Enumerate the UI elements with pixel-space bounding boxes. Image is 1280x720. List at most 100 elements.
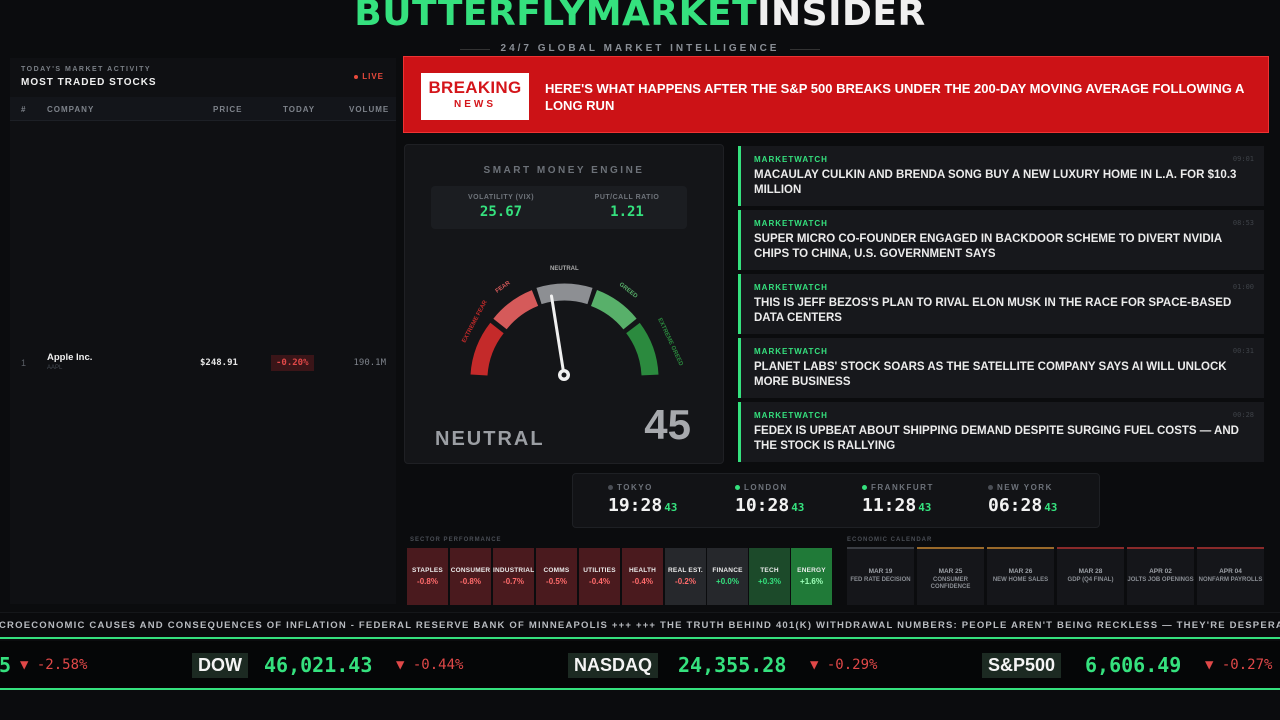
econ-event[interactable]: MAR 25 CONSUMER CONFIDENCE — [917, 547, 984, 605]
econ-name: CONSUMER CONFIDENCE — [930, 577, 971, 590]
sector-name: HEALTH — [628, 567, 657, 574]
status-dot-icon — [988, 485, 993, 491]
sector-name: STAPLES — [412, 567, 443, 574]
table-row[interactable]: 1 Apple Inc. AAPL $248.91 -0.20% 190.1M — [10, 350, 396, 376]
sector-tile[interactable]: UTILITIES -0.4% — [579, 548, 620, 605]
sector-value: -0.8% — [417, 577, 438, 586]
sector-tile[interactable]: REAL EST. -0.2% — [665, 548, 706, 605]
econ-event[interactable]: MAR 26 NEW HOME SALES — [987, 547, 1054, 605]
pcr-label: PUT/CALL RATIO — [594, 194, 660, 201]
sector-tile[interactable]: FINANCE +0.0% — [707, 548, 748, 605]
sector-value: +1.6% — [800, 577, 823, 586]
sector-value: -0.4% — [589, 577, 610, 586]
sector-tile[interactable]: ENERGY +1.6% — [791, 548, 832, 605]
econ-event[interactable]: APR 04 NONFARM PAYROLLS — [1197, 547, 1264, 605]
index-change: ▼ -2.58% — [20, 657, 88, 673]
panel-title: MOST TRADED STOCKS — [21, 77, 157, 88]
news-headline[interactable]: SUPER MICRO CO-FOUNDER ENGAGED IN BACKDO… — [754, 233, 1222, 260]
sector-tile[interactable]: STAPLES -0.8% — [407, 548, 448, 605]
clock-seconds: 43 — [791, 501, 805, 514]
news-source: MARKETWATCH — [754, 283, 828, 292]
econ-name: NONFARM PAYROLLS — [1198, 577, 1263, 583]
sentiment-score: 45 — [644, 401, 691, 448]
sector-tile[interactable]: COMMS -0.5% — [536, 548, 577, 605]
vix-metric: VOLATILITY (VIX) 25.67 — [441, 194, 561, 220]
econ-calendar-title: ECONOMIC CALENDAR — [847, 537, 933, 543]
news-time: 00:31 — [1232, 347, 1254, 355]
label-neutral: NEUTRAL — [550, 266, 579, 272]
gauge-segment-extreme-greed — [626, 322, 659, 376]
news-crawl: CROECONOMIC CAUSES AND CONSEQUENCES OF I… — [0, 612, 1280, 639]
pcr-value: 1.21 — [610, 204, 644, 220]
breaking-logo-line1: BREAKING — [428, 78, 522, 97]
news-headline[interactable]: MACAULAY CULKIN AND BRENDA SONG BUY A NE… — [754, 169, 1237, 196]
econ-date: APR 02 — [1149, 568, 1172, 575]
news-headline[interactable]: FEDEX IS UPBEAT ABOUT SHIPPING DEMAND DE… — [754, 425, 1239, 452]
needle-hub-center — [561, 372, 567, 378]
live-dot-icon — [354, 74, 359, 79]
sector-name: FINANCE — [712, 567, 743, 574]
econ-event[interactable]: MAR 19 FED RATE DECISION — [847, 547, 914, 605]
news-source: MARKETWATCH — [754, 219, 828, 228]
sector-value: -0.8% — [460, 577, 481, 586]
col-company[interactable]: COMPANY — [47, 105, 95, 114]
crawl-text: CROECONOMIC CAUSES AND CONSEQUENCES OF I… — [0, 620, 1280, 631]
news-headline[interactable]: PLANET LABS' STOCK SOARS AS THE SATELLIT… — [754, 361, 1227, 388]
econ-date: MAR 19 — [868, 568, 893, 575]
news-time: 01:00 — [1232, 283, 1254, 291]
clock-new-york: NEW YORK 06:28 43 — [988, 483, 1098, 516]
clock-tokyo: TOKYO 19:28 43 — [608, 483, 718, 516]
table-header: # COMPANY PRICE TODAY VOLUME — [10, 97, 396, 121]
brand-green: BUTTERFLYMARKET — [354, 0, 758, 34]
breaking-news-banner[interactable]: BREAKING NEWS HERE'S WHAT HAPPENS AFTER … — [403, 56, 1269, 133]
clock-seconds: 43 — [918, 501, 932, 514]
index-name: S&P500 — [982, 653, 1062, 678]
news-headline[interactable]: THIS IS JEFF BEZOS'S PLAN TO RIVAL ELON … — [754, 297, 1232, 324]
sector-name: ENERGY — [797, 567, 826, 574]
col-price[interactable]: PRICE — [213, 105, 243, 114]
news-item[interactable]: MARKETWATCH 08:53 SUPER MICRO CO-FOUNDER… — [738, 210, 1264, 270]
index-change: ▼ -0.27% — [1205, 657, 1273, 673]
sector-name: INDUSTRIAL — [493, 567, 535, 574]
label-extreme-greed: EXTREME GREED — [656, 317, 684, 367]
tagline: 24/7 GLOBAL MARKET INTELLIGENCE — [460, 43, 820, 54]
sentiment-state: NEUTRAL — [435, 428, 545, 450]
index-change: ▼ -0.44% — [396, 657, 464, 673]
news-item[interactable]: MARKETWATCH 00:31 PLANET LABS' STOCK SOA… — [738, 338, 1264, 398]
econ-event[interactable]: MAR 28 GDP (Q4 FINAL) — [1057, 547, 1124, 605]
sector-tile[interactable]: INDUSTRIAL -0.7% — [493, 548, 534, 605]
econ-date: MAR 26 — [1008, 568, 1033, 575]
clock-seconds: 43 — [1044, 501, 1058, 514]
brand-white: INSIDER — [757, 0, 926, 34]
news-source: MARKETWATCH — [754, 347, 828, 356]
clock-city: LONDON — [744, 483, 788, 492]
index-value: 6,606.49 — [1085, 653, 1182, 677]
sector-value: -0.5% — [546, 577, 567, 586]
news-time: 08:53 — [1232, 219, 1254, 227]
econ-name: NEW HOME SALES — [992, 577, 1049, 583]
news-item[interactable]: MARKETWATCH 01:00 THIS IS JEFF BEZOS'S P… — [738, 274, 1264, 334]
gauge-segment-greed — [590, 290, 637, 330]
label-fear: FEAR — [495, 280, 512, 295]
gauge-segment-fear — [493, 290, 539, 330]
news-item[interactable]: MARKETWATCH 09:01 MACAULAY CULKIN AND BR… — [738, 146, 1264, 206]
col-rank[interactable]: # — [21, 105, 27, 114]
sector-name: UTILITIES — [583, 567, 616, 574]
col-volume[interactable]: VOLUME — [349, 105, 390, 114]
sector-tile[interactable]: CONSUMER -0.8% — [450, 548, 491, 605]
index-value: 46,021.43 — [264, 653, 373, 677]
sector-tile[interactable]: HEALTH -0.4% — [622, 548, 663, 605]
sector-tile[interactable]: TECH +0.3% — [749, 548, 790, 605]
clock-city: NEW YORK — [997, 483, 1053, 492]
index-name: NASDAQ — [568, 653, 659, 678]
row-price: $248.91 — [200, 358, 238, 368]
live-badge: LIVE — [354, 72, 384, 81]
vix-value: 25.67 — [479, 204, 523, 220]
econ-event[interactable]: APR 02 JOLTS JOB OPENINGS — [1127, 547, 1194, 605]
clock-frankfurt: FRANKFURT 11:28 43 — [862, 483, 972, 516]
gauge-metrics: VOLATILITY (VIX) 25.67 PUT/CALL RATIO 1.… — [431, 186, 687, 229]
breaking-headline[interactable]: HERE'S WHAT HAPPENS AFTER THE S&P 500 BR… — [545, 81, 1244, 113]
col-today[interactable]: TODAY — [283, 105, 316, 114]
row-company: Apple Inc. — [47, 352, 93, 363]
news-item[interactable]: MARKETWATCH 00:28 FEDEX IS UPBEAT ABOUT … — [738, 402, 1264, 462]
